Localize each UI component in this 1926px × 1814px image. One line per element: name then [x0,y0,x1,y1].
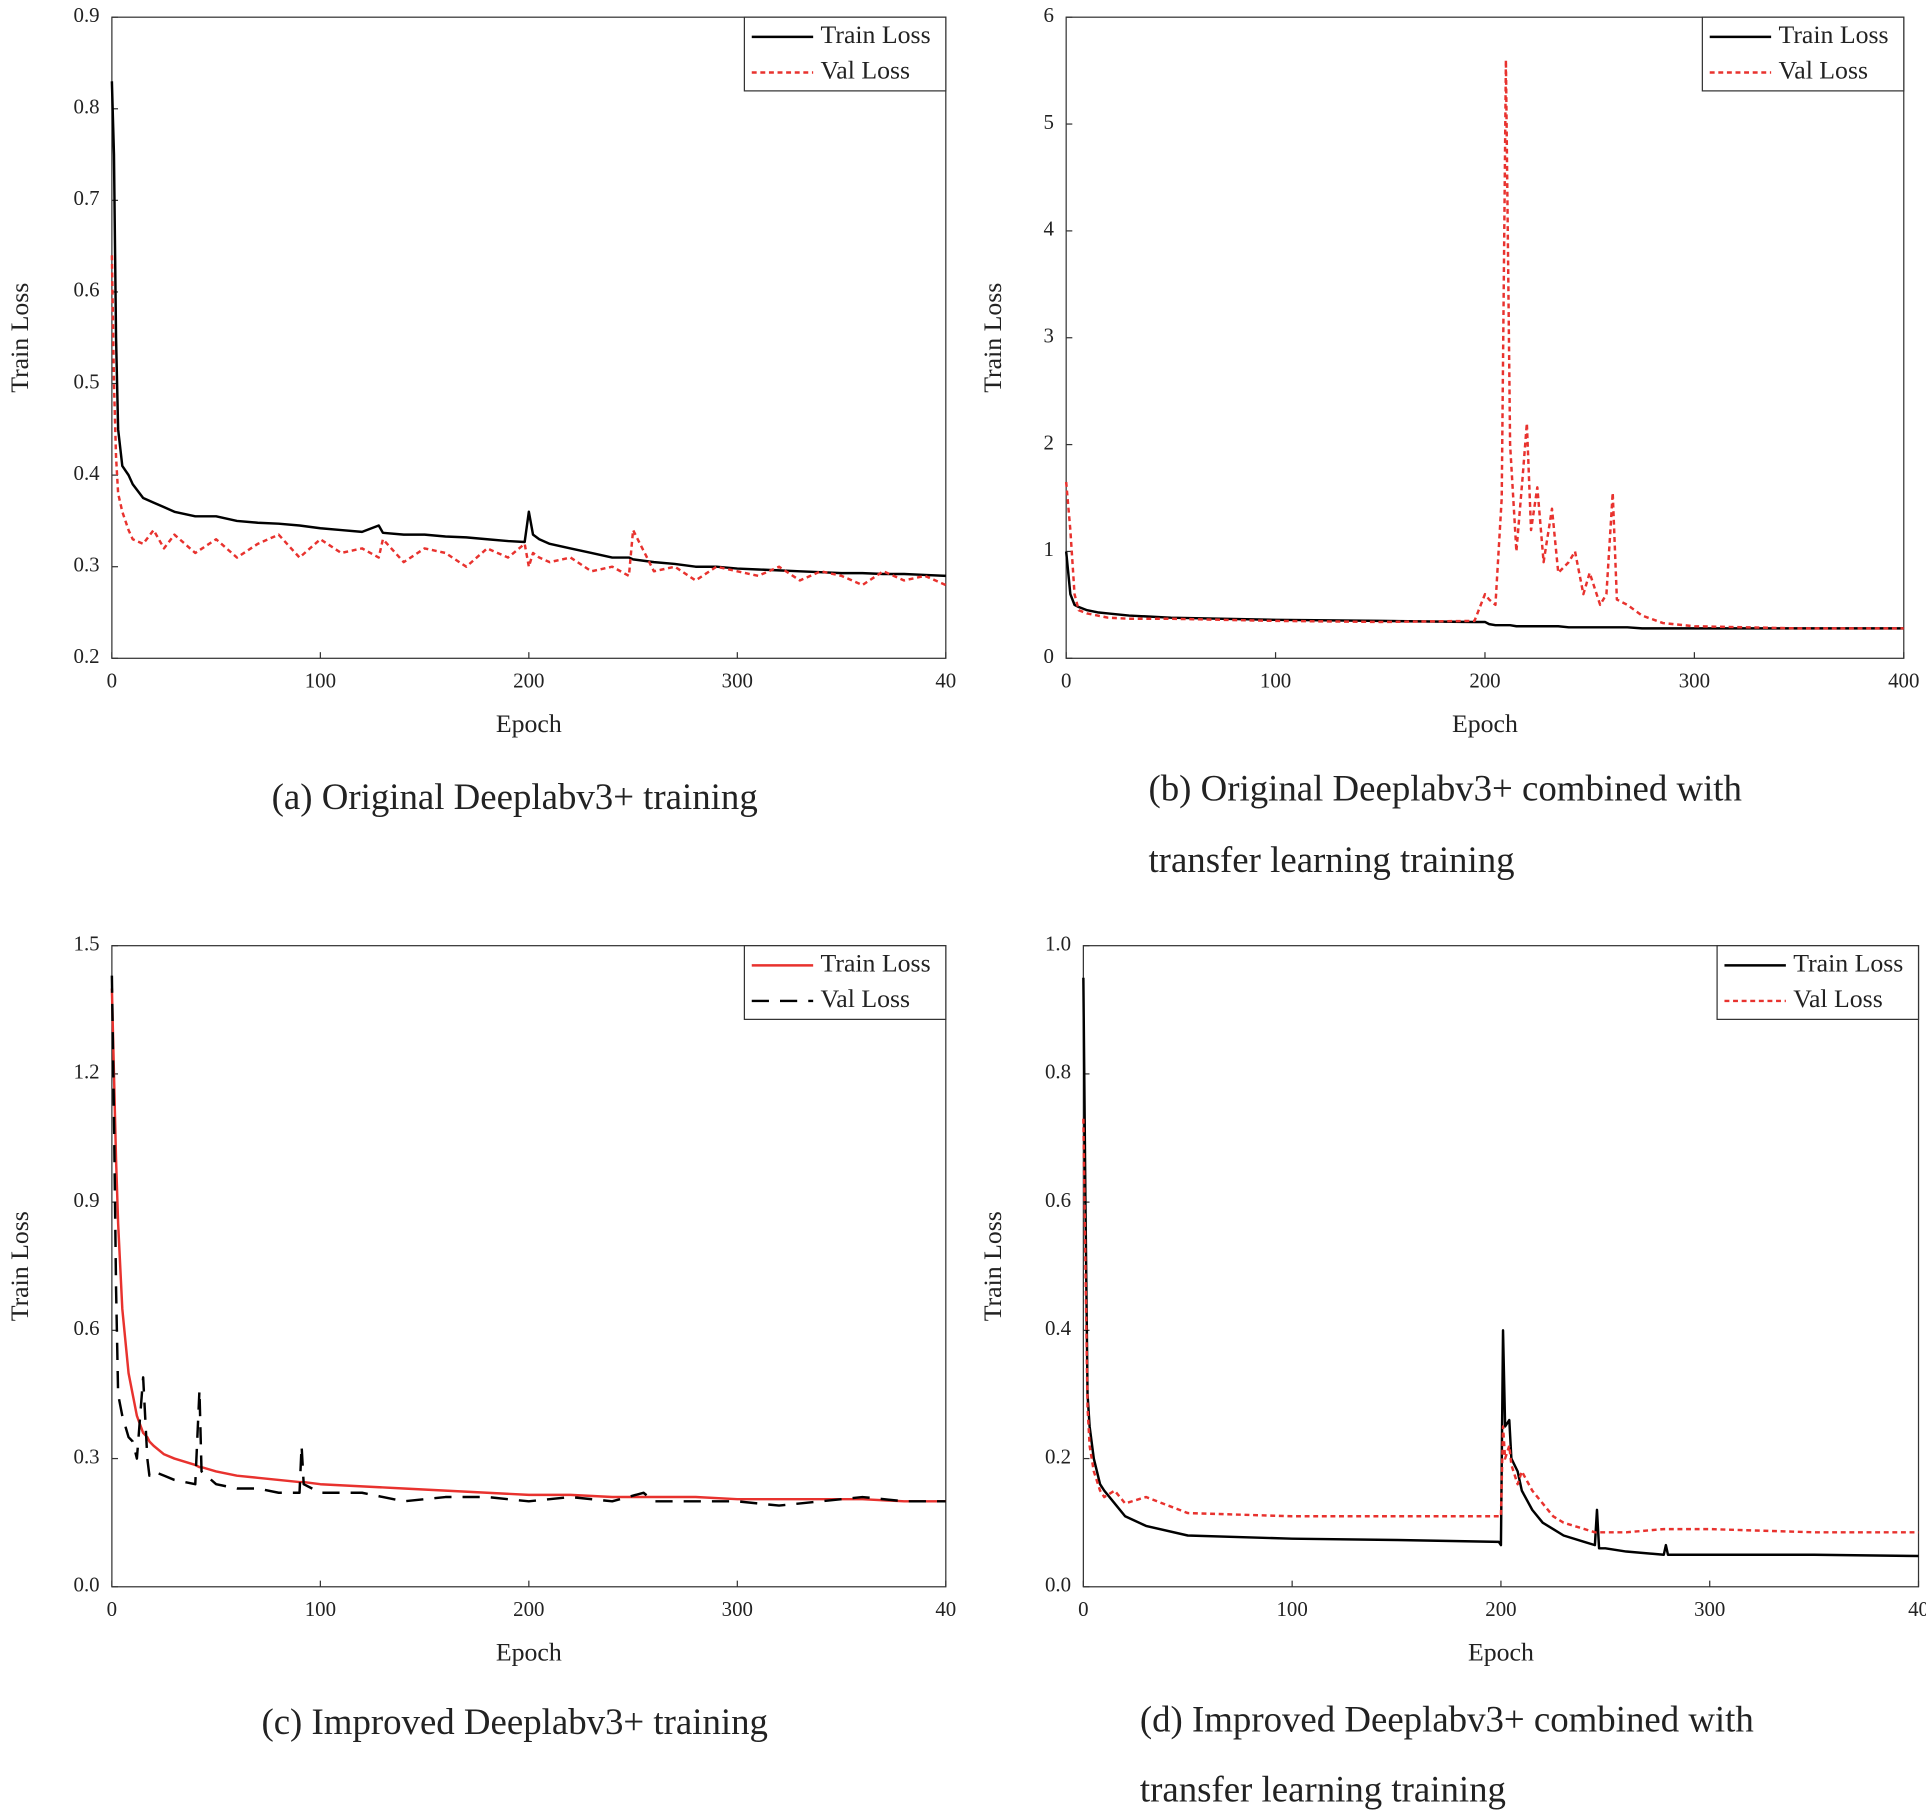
y-axis-label: Train Loss [978,283,1007,393]
x-tick-label: 40 [935,1597,956,1621]
y-tick-label: 1 [1043,537,1053,561]
series-line [110,255,947,587]
y-tick-label: 0.0 [1045,1573,1071,1597]
x-tick-label: 100 [305,669,336,693]
y-tick-label: 5 [1043,110,1053,134]
legend-box [1701,16,1905,92]
x-tick-label: 0 [107,1597,117,1621]
x-tick-label: 0 [1061,669,1071,693]
x-axis-label: Epoch [496,709,562,738]
x-tick-label: 100 [1260,669,1291,693]
y-tick-label: 4 [1043,217,1054,241]
series-line [110,988,946,1503]
y-tick-label: 2 [1043,430,1053,454]
series-line [110,975,946,1507]
x-tick-label: 40 [1908,1597,1926,1621]
y-tick-label: 6 [1043,3,1053,27]
y-tick-label: 0.5 [74,369,100,393]
legend-label: Train Loss [821,20,931,49]
y-tick-label: 0.6 [74,278,100,302]
caption: (d) Improved Deeplabv3+ combined with [1140,1699,1754,1740]
y-axis-label: Train Loss [5,1211,34,1321]
caption: (b) Original Deeplabv3+ combined with [1148,768,1742,809]
y-tick-label: 1.5 [74,931,100,955]
y-tick-label: 0.8 [74,95,100,119]
y-axis-label: Train Loss [978,1211,1007,1321]
y-tick-label: 0.8 [1045,1060,1071,1084]
x-tick-label: 200 [513,669,544,693]
y-tick-label: 0.2 [74,644,100,668]
legend-box [743,16,947,92]
series-line [110,81,946,578]
y-axis-label: Train Loss [5,283,34,393]
series-line [1064,58,1904,630]
legend-label: Val Loss [1779,55,1869,84]
chart-panel: 0 1 2 3 4 5 6 0 100 200 300 400 Epoch Train Loss Train… [978,3,1920,880]
y-tick-label: 3 [1043,324,1053,348]
y-tick-label: 0.3 [74,1444,100,1468]
y-tick-label: 0.7 [74,186,100,210]
y-tick-label: 0.3 [74,553,100,577]
x-tick-label: 200 [1485,1597,1516,1621]
chart-panel: 0.0 0.3 0.6 0.9 1.2 1.5 0 100 200 300 40 Epoch Train… [5,931,956,1742]
series-line [1082,1118,1919,1534]
x-tick-label: 40 [935,669,956,693]
legend-label: Train Loss [821,948,931,977]
legend-label: Val Loss [821,55,911,84]
x-tick-label: 100 [1277,1597,1308,1621]
x-tick-label: 300 [1694,1597,1725,1621]
x-tick-label: 300 [1679,669,1710,693]
legend-box [743,945,947,1020]
x-axis-label: Epoch [496,1637,562,1666]
legend-label: Val Loss [821,984,911,1013]
legend-box [1716,945,1920,1020]
y-tick-label: 0.9 [74,1188,100,1212]
y-tick-label: 0.4 [74,461,101,485]
chart-panel: 0.2 0.3 0.4 0.5 0.6 0.7 0.8 0.9 0 100 200 300 40 Epoc… [5,3,956,817]
caption: transfer learning training [1140,1769,1506,1810]
x-tick-label: 300 [722,669,753,693]
caption: (c) Improved Deeplabv3+ training [261,1701,768,1742]
y-tick-label: 0.6 [74,1316,100,1340]
y-tick-label: 0.2 [1045,1444,1071,1468]
x-tick-label: 100 [305,1597,336,1621]
plot-frame [111,945,947,1588]
legend-label: Train Loss [1793,948,1903,977]
caption: (a) Original Deeplabv3+ training [272,776,758,817]
plot-frame [1065,16,1905,659]
y-tick-label: 0.4 [1045,1316,1072,1340]
legend-label: Val Loss [1793,984,1883,1013]
x-axis-label: Epoch [1468,1637,1534,1666]
y-tick-label: 0.9 [74,3,100,27]
x-tick-label: 0 [1078,1597,1088,1621]
y-tick-label: 0.6 [1045,1188,1071,1212]
x-tick-label: 200 [513,1597,544,1621]
x-tick-label: 300 [722,1597,753,1621]
legend-label: Train Loss [1779,20,1889,49]
x-tick-label: 200 [1469,669,1500,693]
y-tick-label: 0.0 [74,1573,100,1597]
caption: transfer learning training [1148,839,1514,880]
x-tick-label: 400 [1888,669,1919,693]
y-tick-label: 0 [1043,644,1053,668]
x-tick-label: 0 [107,669,117,693]
chart-panel: 0.0 0.2 0.4 0.6 0.8 1.0 0 100 200 300 40 Epoch Train… [978,931,1926,1809]
y-tick-label: 1.2 [74,1060,100,1084]
y-tick-label: 1.0 [1045,931,1071,955]
x-axis-label: Epoch [1452,709,1518,738]
series-line [1064,551,1904,630]
